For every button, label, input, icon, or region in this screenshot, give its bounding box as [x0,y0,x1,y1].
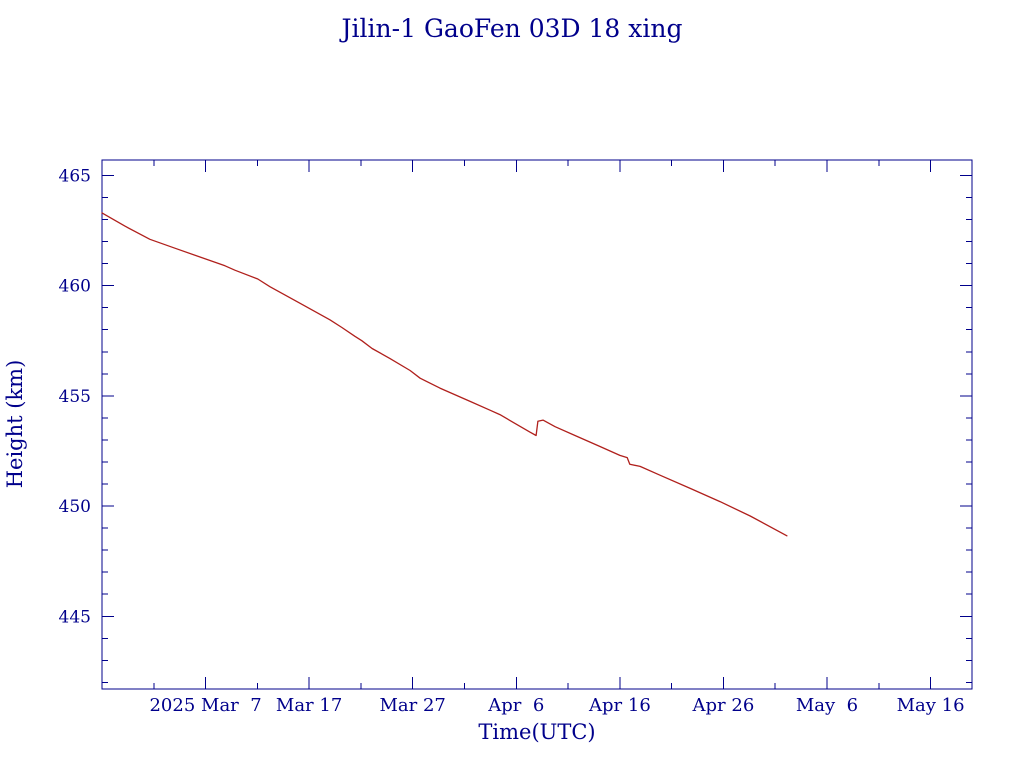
x-tick-label: 2025 Mar 7 [149,695,261,716]
x-tick-label: Mar 27 [379,695,445,716]
y-tick-label: 450 [59,497,91,517]
y-tick-label: 445 [59,607,91,627]
y-tick-label: 455 [59,387,91,407]
y-axis-label: Height (km) [3,360,27,489]
x-tick-label: Mar 17 [276,695,342,716]
tick-labels: 2025 Mar 7 Mar 17 Mar 27 Apr 6 Apr 16 Apr 26 M… [59,166,965,716]
x-tick-label: Apr 26 [692,695,755,716]
x-tick-label: Apr 6 [487,695,544,716]
y-tick-label: 465 [59,166,91,186]
x-tick-label: Apr 16 [588,695,651,716]
x-axis-label: Time(UTC) [478,720,595,744]
axis-ticks [102,160,972,689]
y-tick-label: 460 [59,277,91,297]
height-series-line [101,212,788,537]
x-tick-label: May 16 [897,695,965,716]
chart-title: Jilin-1 GaoFen 03D 18 xing [339,14,683,43]
plot-frame [101,159,973,690]
x-tick-label: May 6 [796,695,858,716]
